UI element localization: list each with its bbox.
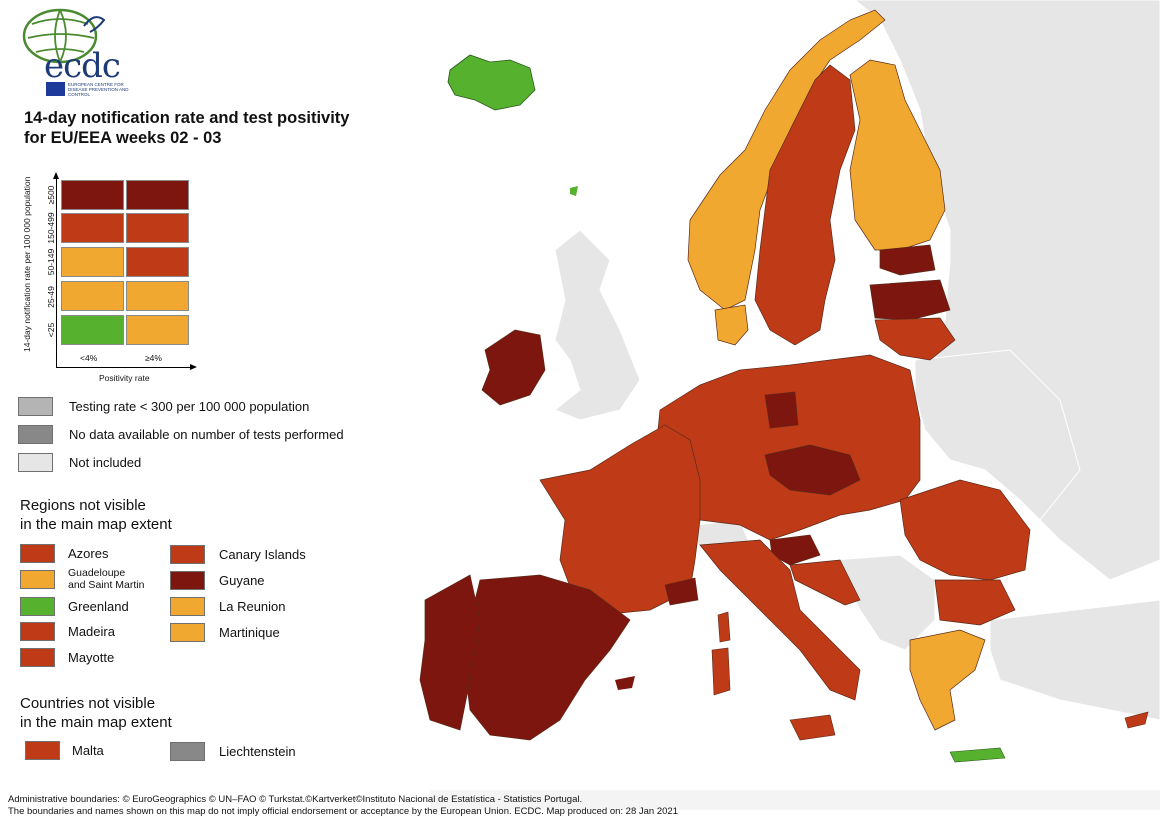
balearic bbox=[615, 676, 635, 690]
legend-martinique: Martinique bbox=[219, 625, 280, 640]
corsica bbox=[717, 611, 731, 643]
row-label-2: 50-149 bbox=[46, 248, 56, 276]
legend-mayotte: Mayotte bbox=[68, 650, 115, 665]
balkans-area bbox=[834, 554, 936, 651]
matrix-cell-r2-c1 bbox=[126, 247, 189, 277]
legend-no-data: No data available on number of tests per… bbox=[69, 427, 344, 442]
matrix-cell-r4-c0 bbox=[61, 315, 124, 345]
matrix-cell-r4-c1 bbox=[126, 315, 189, 345]
greece bbox=[909, 629, 986, 731]
latvia bbox=[869, 279, 951, 321]
czechia bbox=[764, 444, 861, 496]
finland bbox=[849, 59, 946, 251]
title-line-2: for EU/EEA weeks 02 - 03 bbox=[24, 129, 222, 147]
col-label-1: ≥4% bbox=[145, 353, 162, 363]
legend-canary: Canary Islands bbox=[219, 547, 306, 562]
row-label-4: <25 bbox=[46, 322, 56, 338]
romania bbox=[899, 479, 1031, 581]
ecdc-logo bbox=[22, 6, 132, 102]
row-label-1: 150-499 bbox=[46, 212, 56, 244]
swatch-guyane bbox=[170, 571, 205, 590]
swatch-canary bbox=[170, 545, 205, 564]
swatch-mayotte bbox=[20, 648, 55, 667]
lithuania bbox=[874, 317, 956, 361]
y-axis-arrow bbox=[53, 172, 59, 367]
swatch-no-data bbox=[18, 425, 53, 444]
germany-region-dark bbox=[764, 391, 799, 429]
legend-not-included: Not included bbox=[69, 455, 142, 470]
sweden bbox=[754, 64, 856, 346]
matrix-cell-r3-c0 bbox=[61, 281, 124, 311]
swatch-azores bbox=[20, 544, 55, 563]
turkey-area bbox=[989, 599, 1160, 721]
logo-subtitle: EUROPEAN CENTRE FOR DISEASE PREVENTION A… bbox=[68, 82, 129, 97]
estonia bbox=[879, 244, 936, 276]
matrix-cell-r3-c1 bbox=[126, 281, 189, 311]
footer-credits: Administrative boundaries: © EuroGeograp… bbox=[8, 794, 908, 817]
swatch-madeira bbox=[20, 622, 55, 641]
uk-area bbox=[554, 229, 641, 421]
bulgaria bbox=[934, 579, 1016, 626]
cyprus bbox=[1124, 711, 1149, 729]
legend-panel: ecdc EUROPEAN CENTRE FOR DISEASE PREVENT… bbox=[0, 0, 420, 790]
swatch-reunion bbox=[170, 597, 205, 616]
legend-madeira: Madeira bbox=[68, 624, 115, 639]
ireland bbox=[481, 329, 546, 406]
x-axis-arrow bbox=[56, 364, 197, 370]
swatch-not-included bbox=[18, 453, 53, 472]
legend-greenland: Greenland bbox=[68, 599, 129, 614]
swatch-malta bbox=[25, 741, 60, 760]
eu-flag-icon bbox=[46, 82, 65, 96]
swatch-guadeloupe bbox=[20, 570, 55, 589]
legend-guyane: Guyane bbox=[219, 573, 265, 588]
iceland bbox=[447, 54, 536, 111]
croatia bbox=[789, 559, 861, 606]
logo-wordmark: ecdc bbox=[44, 46, 121, 86]
footer-line-1: Administrative boundaries: © EuroGeograp… bbox=[8, 794, 583, 805]
italy bbox=[699, 539, 861, 701]
legend-testing-rate: Testing rate < 300 per 100 000 populatio… bbox=[69, 399, 310, 414]
title-line-1: 14-day notification rate and test positi… bbox=[24, 109, 350, 127]
matrix-cell-r0-c1 bbox=[126, 180, 189, 210]
portugal bbox=[419, 574, 481, 731]
swatch-liechtenstein bbox=[170, 742, 205, 761]
swatch-martinique bbox=[170, 623, 205, 642]
faroe bbox=[570, 186, 578, 196]
france bbox=[539, 424, 701, 616]
countries-heading: Countries not visible in the main map ex… bbox=[20, 695, 172, 731]
france-region-dark bbox=[664, 577, 699, 606]
footer-line-2: The boundaries and names shown on this m… bbox=[8, 805, 678, 817]
denmark bbox=[714, 304, 749, 346]
row-label-0: ≥500 bbox=[46, 185, 56, 205]
globe-icon bbox=[22, 8, 106, 64]
matrix-x-label: Positivity rate bbox=[99, 373, 150, 383]
map-title: 14-day notification rate and test positi… bbox=[24, 108, 404, 148]
sicily bbox=[789, 714, 836, 741]
matrix-cell-r2-c0 bbox=[61, 247, 124, 277]
matrix-cell-r0-c0 bbox=[61, 180, 124, 210]
norway bbox=[687, 9, 886, 311]
legend-liechtenstein: Liechtenstein bbox=[219, 744, 296, 759]
sardinia bbox=[711, 647, 731, 696]
col-label-0: <4% bbox=[80, 353, 98, 363]
north-africa-area bbox=[430, 790, 1160, 810]
regions-heading: Regions not visible in the main map exte… bbox=[20, 497, 172, 533]
matrix-y-label: 14-day notification rate per 100 000 pop… bbox=[22, 176, 32, 352]
swatch-testing-rate bbox=[18, 397, 53, 416]
crete bbox=[949, 747, 1006, 763]
matrix-cell-r1-c1 bbox=[126, 213, 189, 243]
legend-reunion: La Reunion bbox=[219, 599, 286, 614]
row-label-3: 25-49 bbox=[46, 286, 56, 308]
legend-guadeloupe: Guadeloupe and Saint Martin bbox=[68, 567, 145, 591]
swatch-greenland bbox=[20, 597, 55, 616]
ukraine-belarus-area bbox=[914, 349, 1081, 521]
matrix-cell-r1-c0 bbox=[61, 213, 124, 243]
legend-malta: Malta bbox=[72, 743, 104, 758]
legend-azores: Azores bbox=[68, 546, 109, 561]
